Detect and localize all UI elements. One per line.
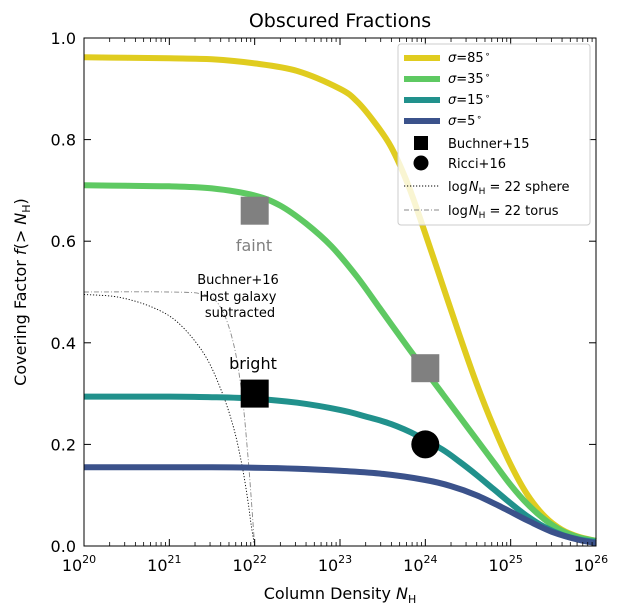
series-line-1 — [83, 182, 597, 544]
legend-marker-ricci16 — [413, 155, 429, 171]
x-axis-label: Column Density NH — [264, 584, 417, 603]
legend-label-torus: logNH = 22 torus — [448, 204, 559, 221]
legend-label-sigma15: σ=15∘ — [448, 92, 490, 108]
x-tick-label: 1025 — [488, 553, 522, 575]
legend-label-sigma35: σ=35∘ — [448, 71, 490, 87]
legend-label-sphere: logNH = 22 sphere — [448, 180, 570, 197]
marker-ricci16-0 — [411, 430, 440, 459]
annotation-faint: faint — [236, 236, 272, 255]
legend-box — [397, 43, 591, 226]
reference-curve-sphere — [83, 294, 256, 547]
legend-marker-buchner15 — [414, 136, 428, 150]
marker-buchner15-1 — [411, 354, 440, 383]
x-tick-label: 1022 — [232, 553, 266, 575]
annotation-bright: bright — [229, 354, 277, 373]
series-line-3 — [84, 464, 597, 546]
legend-label-sigma85: σ=85∘ — [448, 50, 490, 66]
annotation-host-line2: Host galaxy — [200, 290, 277, 305]
reference-curve-torus — [83, 291, 256, 547]
y-tick-label: 0.4 — [51, 334, 76, 353]
y-tick-label: 0.0 — [51, 537, 76, 556]
legend-label-ricci16: Ricci+16 — [448, 157, 506, 172]
x-tick-label: 1024 — [403, 553, 437, 575]
x-tick-label: 1021 — [147, 553, 181, 575]
chart-title: Obscured Fractions — [249, 10, 431, 32]
legend: σ=85∘ σ=35∘ σ=15∘ σ=5∘ Buchner+15 Ricci+… — [397, 43, 591, 226]
host-galaxy-annotation: Buchner+16 Host galaxy subtracted — [197, 273, 279, 321]
y-tick-label: 0.6 — [51, 232, 76, 251]
y-axis-label: Covering Factor f(> NH) — [11, 198, 33, 386]
x-tick-label: 1020 — [62, 553, 96, 575]
axes-ticks: 1020 1021 1022 1023 1024 1025 1026 0.0 0.2 0.4 0.6… — [51, 29, 609, 575]
x-tick-label: 1026 — [574, 553, 608, 575]
marker-buchner15-0 — [240, 196, 269, 225]
legend-label-buchner15: Buchner+15 — [448, 137, 530, 152]
y-tick-label: 0.2 — [51, 435, 76, 454]
x-tick-label: 1023 — [318, 553, 352, 575]
y-tick-label: 0.8 — [51, 131, 76, 150]
annotation-host-line3: subtracted — [205, 306, 275, 321]
marker-buchner15-2 — [240, 379, 269, 408]
legend-label-sigma5: σ=5∘ — [448, 113, 482, 129]
annotation-host-line1: Buchner+16 — [197, 273, 279, 288]
y-tick-label: 1.0 — [51, 29, 76, 48]
